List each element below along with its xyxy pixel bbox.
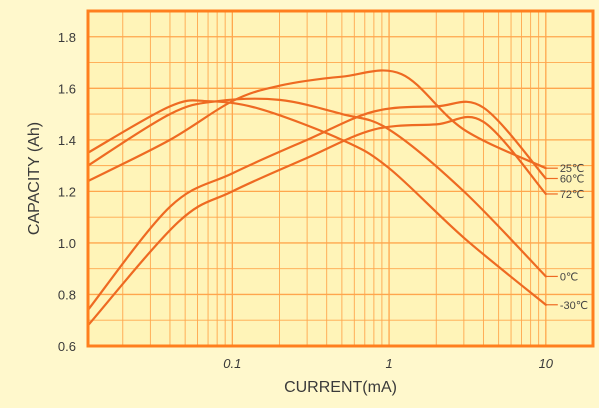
- series-line: [86, 69, 547, 183]
- x-axis-tick-labels: 0.1 1 10: [223, 356, 554, 371]
- y-tick-label: 1.8: [58, 30, 76, 45]
- plot-area: [88, 11, 593, 346]
- y-axis-title: CAPACITY (Ah): [26, 122, 43, 235]
- series-line: [86, 97, 547, 278]
- y-axis-tick-labels: 0.6 0.8 1.0 1.2 1.4 1.6 1.8: [58, 30, 76, 354]
- y-tick-label: 1.6: [58, 81, 76, 96]
- series-label: 72℃: [560, 189, 585, 201]
- series-line: [86, 99, 547, 306]
- series-label: -30℃: [560, 300, 588, 312]
- series-lines: [86, 69, 547, 327]
- y-tick-label: 1.4: [58, 133, 76, 148]
- x-tick-label: 0.1: [223, 356, 241, 371]
- y-tick-label: 1.0: [58, 236, 76, 251]
- series-label: 60℃: [560, 174, 585, 186]
- series-labels: 25℃60℃ 72℃ 0℃ -30℃: [560, 163, 588, 312]
- series-label-leaders: [545, 167, 558, 306]
- y-tick-label: 0.8: [58, 287, 76, 302]
- series-line: [86, 100, 547, 312]
- series-line: [86, 116, 547, 327]
- plot-frame: [86, 9, 595, 348]
- x-tick-label: 1: [385, 356, 392, 371]
- x-axis-title: CURRENT(mA): [284, 379, 397, 396]
- series-label: 25℃: [560, 163, 585, 175]
- x-tick-label: 10: [539, 356, 554, 371]
- y-tick-label: 1.2: [58, 184, 76, 199]
- y-tick-label: 0.6: [58, 339, 76, 354]
- series-label: 0℃: [560, 271, 578, 283]
